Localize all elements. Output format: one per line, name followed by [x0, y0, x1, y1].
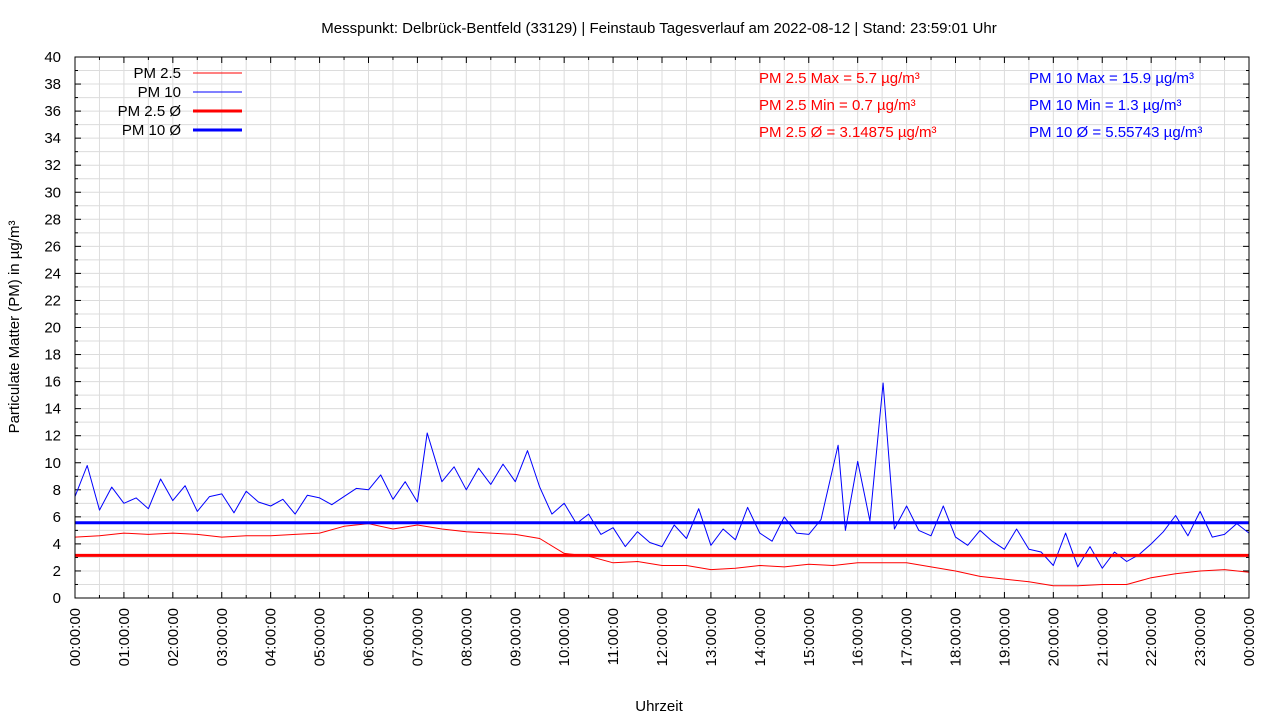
x-tick-label: 00:00:00 — [1241, 608, 1258, 666]
y-tick-label: 20 — [44, 320, 61, 337]
y-tick-label: 30 — [44, 184, 61, 201]
y-tick-label: 12 — [44, 428, 61, 445]
stat-annotation: PM 2.5 Ø = 3.14875 µg/m³ — [759, 124, 936, 141]
x-tick-label: 03:00:00 — [214, 608, 231, 666]
x-tick-label: 13:00:00 — [703, 608, 720, 666]
x-tick-label: 05:00:00 — [312, 608, 329, 666]
y-tick-label: 0 — [53, 590, 61, 607]
y-tick-label: 38 — [44, 76, 61, 93]
x-tick-label: 06:00:00 — [361, 608, 378, 666]
x-tick-label: 00:00:00 — [67, 608, 84, 666]
series-line-pm-10 — [74, 382, 1250, 569]
x-tick-label: 18:00:00 — [948, 608, 965, 666]
y-tick-label: 34 — [44, 130, 61, 147]
y-tick-label: 10 — [44, 455, 61, 472]
x-tick-label: 10:00:00 — [556, 608, 573, 666]
x-tick-label: 01:00:00 — [116, 608, 133, 666]
stat-annotation: PM 2.5 Min = 0.7 µg/m³ — [759, 97, 916, 114]
y-tick-label: 24 — [44, 265, 61, 282]
legend-label: PM 10 Ø — [122, 122, 182, 139]
y-tick-label: 18 — [44, 347, 61, 364]
y-tick-label: 36 — [44, 103, 61, 120]
x-axis-label: Uhrzeit — [635, 698, 683, 715]
x-tick-label: 07:00:00 — [409, 608, 426, 666]
stat-annotation: PM 10 Min = 1.3 µg/m³ — [1029, 97, 1181, 114]
y-tick-label: 26 — [44, 238, 61, 255]
axis-ticks: 024681012141618202224262830323436384000:… — [44, 49, 1258, 666]
x-tick-label: 20:00:00 — [1045, 608, 1062, 666]
x-tick-label: 11:00:00 — [605, 608, 622, 665]
y-tick-label: 22 — [44, 292, 61, 309]
x-tick-label: 22:00:00 — [1143, 608, 1160, 666]
y-tick-label: 4 — [53, 536, 61, 553]
y-tick-label: 14 — [44, 401, 61, 418]
x-tick-label: 14:00:00 — [752, 608, 769, 666]
legend: PM 2.5 PM 10 PM 2.5 Ø PM 10 Ø — [118, 65, 242, 139]
y-tick-label: 16 — [44, 374, 61, 391]
x-tick-label: 21:00:00 — [1094, 608, 1111, 666]
x-tick-label: 12:00:00 — [654, 608, 671, 666]
x-tick-label: 04:00:00 — [263, 608, 280, 666]
x-tick-label: 08:00:00 — [458, 608, 475, 666]
legend-label: PM 2.5 — [133, 65, 181, 82]
y-tick-label: 32 — [44, 157, 61, 174]
legend-label: PM 10 — [138, 84, 181, 101]
plot-area-border — [74, 56, 1250, 599]
series-line-pm-2-5 — [74, 523, 1250, 587]
y-axis-label: Particulate Matter (PM) in µg/m³ — [6, 221, 23, 434]
series-lines — [74, 382, 1250, 587]
x-tick-label: 17:00:00 — [899, 608, 916, 666]
x-tick-label: 23:00:00 — [1192, 608, 1209, 666]
x-tick-label: 09:00:00 — [507, 608, 524, 666]
y-tick-label: 2 — [53, 563, 61, 580]
legend-label: PM 2.5 Ø — [118, 103, 182, 120]
y-tick-label: 6 — [53, 509, 61, 526]
y-tick-label: 28 — [44, 211, 61, 228]
x-tick-label: 16:00:00 — [850, 608, 867, 666]
x-tick-label: 19:00:00 — [996, 608, 1013, 666]
stat-annotation: PM 10 Ø = 5.55743 µg/m³ — [1029, 124, 1202, 141]
x-tick-label: 15:00:00 — [801, 608, 818, 666]
stat-annotation: PM 10 Max = 15.9 µg/m³ — [1029, 70, 1194, 87]
y-tick-label: 40 — [44, 49, 61, 66]
stats-annotations: PM 2.5 Max = 5.7 µg/m³ PM 2.5 Min = 0.7 µ… — [759, 70, 1202, 141]
x-tick-label: 02:00:00 — [165, 608, 182, 666]
chart-title: Messpunkt: Delbrück-Bentfeld (33129) | F… — [321, 20, 996, 37]
stat-annotation: PM 2.5 Max = 5.7 µg/m³ — [759, 70, 920, 87]
grid — [74, 56, 1250, 599]
y-tick-label: 8 — [53, 482, 61, 499]
